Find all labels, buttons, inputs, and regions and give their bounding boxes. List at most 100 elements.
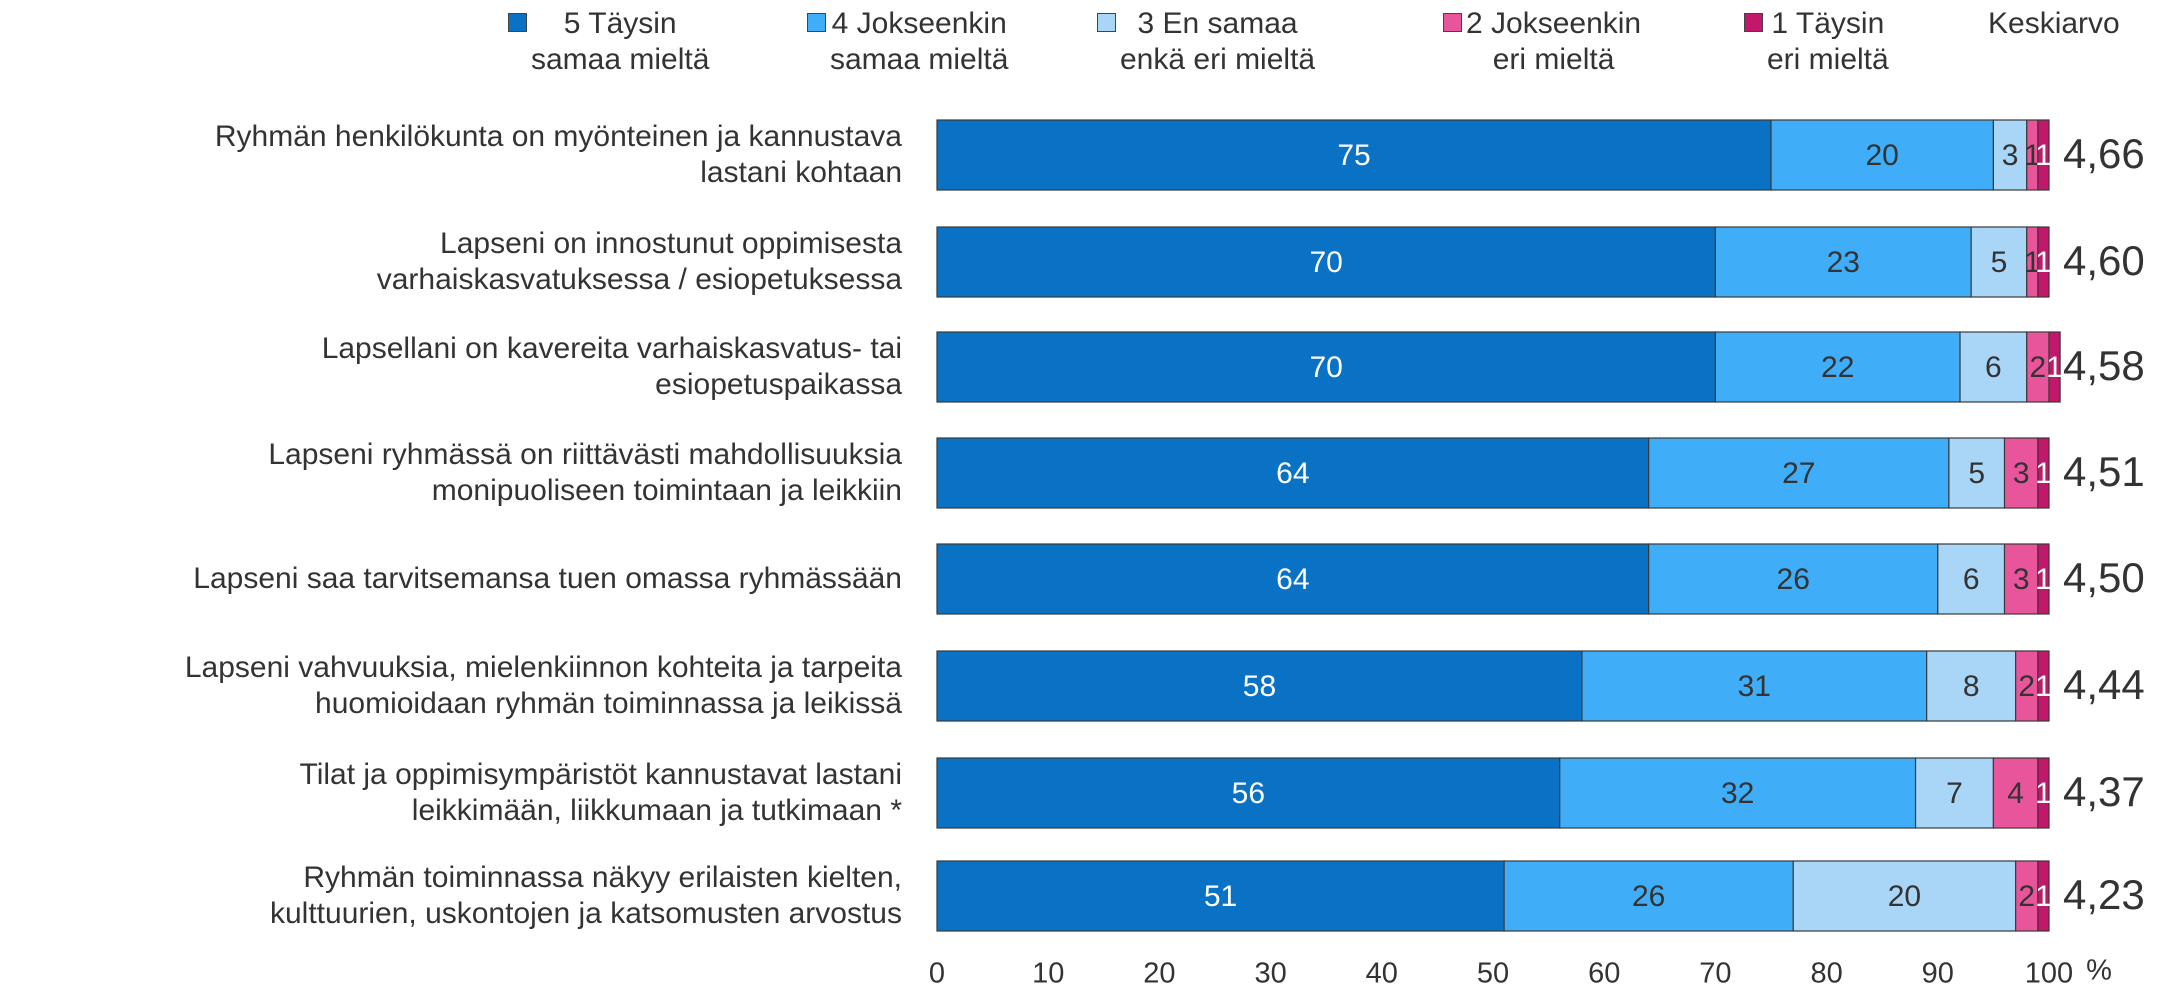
bar-segment bbox=[2003, 437, 2039, 509]
legend-swatch bbox=[508, 13, 527, 32]
segment-label: 31 bbox=[1738, 670, 1771, 703]
average-label: 4,60 bbox=[2063, 237, 2145, 284]
bar-segment bbox=[936, 543, 1650, 615]
segment-label: 23 bbox=[1827, 246, 1860, 279]
bar-segment bbox=[1714, 331, 1961, 403]
x-tick-label: 90 bbox=[1922, 958, 1954, 990]
x-tick-label: 70 bbox=[1699, 958, 1731, 990]
category-label: Lapseni vahvuuksia, mielenkiinnon kohtei… bbox=[184, 651, 902, 720]
x-tick-label: 80 bbox=[1810, 958, 1842, 990]
bar-segment bbox=[936, 437, 1650, 509]
average-label: 4,58 bbox=[2063, 342, 2145, 389]
category-label: Lapsellani on kavereita varhaiskasvatus-… bbox=[321, 332, 902, 401]
segment-label: 27 bbox=[1782, 457, 1815, 490]
segment-label: 1 bbox=[2035, 139, 2052, 172]
segment-label: 1 bbox=[2046, 351, 2063, 384]
segment-label: 3 bbox=[2013, 457, 2030, 490]
segment-label: 1 bbox=[2035, 563, 2052, 596]
average-label: 4,37 bbox=[2063, 768, 2145, 815]
segment-label: 5 bbox=[1991, 246, 2008, 279]
bar-segment bbox=[1770, 119, 1994, 191]
bar-segment bbox=[2048, 331, 2061, 403]
average-label: 4,23 bbox=[2063, 871, 2145, 918]
bar-segment bbox=[936, 860, 1505, 932]
segment-label: 1 bbox=[2024, 139, 2041, 172]
legend-label: 1 Täysin eri mieltä bbox=[1767, 7, 1889, 76]
segment-label: 56 bbox=[1232, 777, 1265, 810]
bar-segment bbox=[936, 757, 1561, 829]
segment-label: 7 bbox=[1946, 777, 1963, 810]
average-label: 4,51 bbox=[2063, 448, 2145, 495]
x-tick-label: 50 bbox=[1477, 958, 1509, 990]
bar-segment bbox=[1948, 437, 2006, 509]
category-label: Lapseni saa tarvitsemansa tuen omassa ry… bbox=[193, 562, 902, 595]
x-tick-label: 10 bbox=[1032, 958, 1064, 990]
legend-swatch bbox=[1744, 13, 1763, 32]
segment-label: 20 bbox=[1888, 880, 1921, 913]
bar-segment bbox=[936, 650, 1583, 722]
category-label: Lapseni on innostunut oppimisesta varhai… bbox=[376, 227, 902, 296]
segment-label: 1 bbox=[2024, 246, 2041, 279]
bar-segment bbox=[2037, 860, 2050, 932]
x-tick-label: 60 bbox=[1588, 958, 1620, 990]
legend-item: 3 En samaa enkä eri mieltä bbox=[1097, 6, 1315, 78]
x-tick-label: 100 bbox=[2025, 958, 2073, 990]
bar-segment bbox=[1714, 226, 1972, 298]
segment-label: 20 bbox=[1866, 139, 1899, 172]
segment-label: 32 bbox=[1721, 777, 1754, 810]
segment-label: 6 bbox=[1963, 563, 1980, 596]
average-label: 4,44 bbox=[2063, 661, 2145, 708]
bar-segment bbox=[2037, 226, 2050, 298]
bar-segment bbox=[2037, 543, 2050, 615]
bar-segment bbox=[1992, 757, 2039, 829]
bar-segment bbox=[1581, 650, 1928, 722]
category-label: Ryhmän toiminnassa näkyy erilaisten kiel… bbox=[269, 861, 902, 930]
category-label: Tilat ja oppimisympäristöt kannustavat l… bbox=[299, 758, 903, 827]
legend-average: Keskiarvo bbox=[1988, 7, 2120, 40]
segment-label: 64 bbox=[1276, 457, 1309, 490]
segment-label: 3 bbox=[2002, 139, 2019, 172]
segment-label: 75 bbox=[1337, 139, 1370, 172]
segment-label: 2 bbox=[2018, 880, 2035, 913]
x-tick-label: 30 bbox=[1254, 958, 1286, 990]
segment-label: 1 bbox=[2035, 457, 2052, 490]
legend-item: 4 Jokseenkin samaa mieltä bbox=[807, 6, 1008, 78]
segment-label: 1 bbox=[2035, 670, 2052, 703]
bar-segment bbox=[2037, 119, 2050, 191]
segment-label: 70 bbox=[1310, 246, 1343, 279]
bar-segment bbox=[2037, 757, 2050, 829]
segment-label: 26 bbox=[1777, 563, 1810, 596]
segment-label: 2 bbox=[2030, 351, 2047, 384]
legend-label: 2 Jokseenkin eri mieltä bbox=[1466, 7, 1642, 76]
legend-label: 5 Täysin samaa mieltä bbox=[531, 7, 710, 76]
bar-segment bbox=[936, 119, 1772, 191]
bar-segment bbox=[1937, 543, 2006, 615]
segment-label: 2 bbox=[2018, 670, 2035, 703]
segment-label: 26 bbox=[1632, 880, 1665, 913]
x-tick-label: 40 bbox=[1366, 958, 1398, 990]
segment-label: 8 bbox=[1963, 670, 1980, 703]
segment-label: 22 bbox=[1821, 351, 1854, 384]
x-axis-label: % bbox=[2086, 955, 2112, 987]
segment-label: 51 bbox=[1204, 880, 1237, 913]
segment-label: 1 bbox=[2035, 246, 2052, 279]
segment-label: 1 bbox=[2035, 777, 2052, 810]
segment-label: 58 bbox=[1243, 670, 1276, 703]
segment-label: 6 bbox=[1985, 351, 2002, 384]
bar-segment bbox=[1559, 757, 1917, 829]
legend-swatch bbox=[807, 13, 826, 32]
bar-segment bbox=[1792, 860, 2017, 932]
segment-label: 64 bbox=[1276, 563, 1309, 596]
legend-item: 1 Täysin eri mieltä bbox=[1744, 6, 1889, 78]
bar-segment bbox=[1970, 226, 2028, 298]
segment-label: 3 bbox=[2013, 563, 2030, 596]
bar-segment bbox=[1914, 757, 1995, 829]
bar-segment bbox=[936, 226, 1717, 298]
average-label: 4,66 bbox=[2063, 130, 2145, 177]
bar-segment bbox=[1926, 650, 2017, 722]
category-label: Ryhmän henkilökunta on myönteinen ja kan… bbox=[214, 120, 902, 189]
x-tick-label: 0 bbox=[929, 958, 945, 990]
segment-label: 70 bbox=[1310, 351, 1343, 384]
